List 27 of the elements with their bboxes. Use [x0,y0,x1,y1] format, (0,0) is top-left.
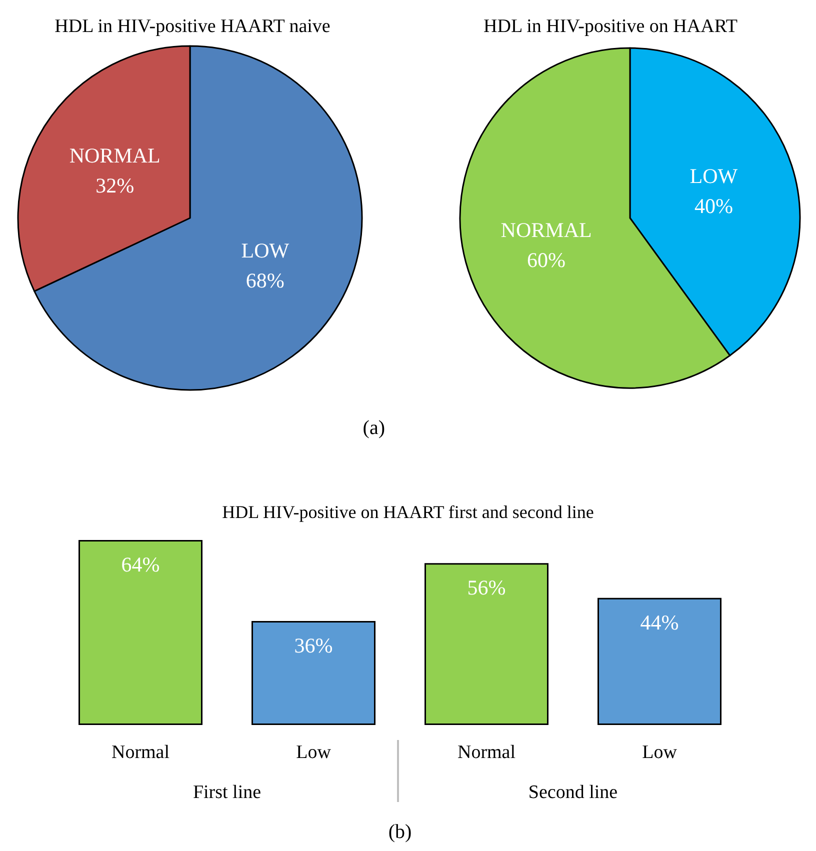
text: First line [192,782,262,803]
chart-title: HDL in HIV-positive HAART naive [54,16,330,37]
text: Second line [528,782,618,803]
data-label: 64% [121,552,160,576]
bar [598,598,722,725]
chart-title: HDL HIV-positive on HAART first and second line [222,502,594,522]
data-label: 32% [96,173,134,198]
x-tick-label: Normal [457,742,516,763]
data-label: 44% [640,610,679,634]
text: (a) [362,417,386,439]
slice-label: LOW [241,238,290,263]
x-tick-label: Low [296,742,332,763]
bar [424,563,548,725]
data-label: 56% [467,576,506,600]
text: (b) [388,821,412,843]
chart-title: HDL in HIV-positive on HAART [484,16,738,37]
slice-label: LOW [690,164,738,188]
x-tick-label: Normal [111,742,170,763]
data-label: 36% [294,633,333,658]
data-label: 68% [246,268,284,293]
x-tick-label: Low [642,742,678,763]
bar [78,540,202,725]
slice-label: NORMAL [69,143,160,168]
bar [252,620,376,725]
data-label: 60% [527,248,566,272]
data-label: 40% [694,194,733,218]
slice-label: NORMAL [500,218,592,242]
